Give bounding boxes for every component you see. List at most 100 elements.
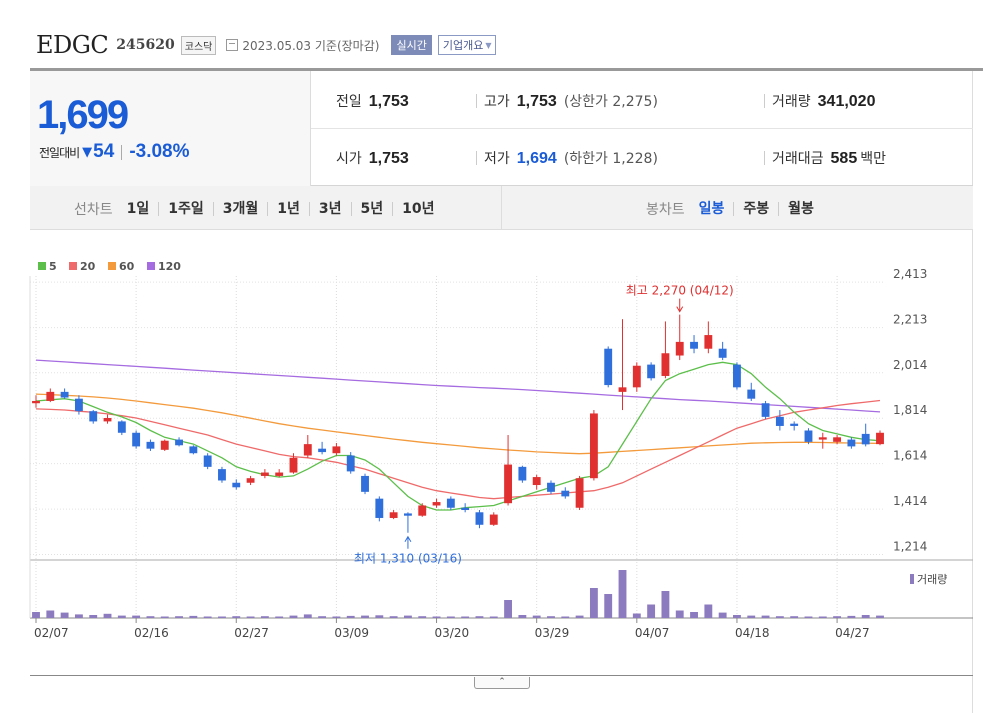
volume-bar <box>647 604 656 618</box>
line-chart-periods: 선차트 1일 1주일 3개월 1년 3년 5년 10년 <box>74 199 444 219</box>
candle-body <box>160 440 169 450</box>
legend-swatch <box>38 262 46 270</box>
candle-chart-label: 봉차트 <box>646 202 685 218</box>
change-separator <box>121 144 123 160</box>
period-1d[interactable]: 1일 <box>126 201 150 217</box>
price-chart[interactable]: 1,214 1,414 1,614 1,814 2,014 2,213 2,413 5 20 60… <box>0 240 983 675</box>
chevron-up-icon: ⌃ <box>498 677 506 687</box>
candle-body <box>303 444 312 456</box>
period-daily[interactable]: 일봉 <box>698 201 725 217</box>
ma5-line <box>35 361 881 511</box>
x-tick-label: 02/16 <box>134 626 169 640</box>
ma20-line <box>35 399 881 500</box>
candle-body <box>833 437 842 442</box>
lower-limit-text: (하한가 1,228) <box>563 151 658 167</box>
volume-bar <box>189 615 198 618</box>
date-info: 2023.05.03 기준(장마감) <box>226 37 379 54</box>
high-annotation: 최고 2,270 (04/12) <box>626 284 734 298</box>
candle-body <box>74 398 83 412</box>
volume-bar <box>833 616 842 618</box>
y-tick-label: 1,614 <box>893 449 927 463</box>
amount-cell: 거래대금 585 백만 <box>772 148 886 168</box>
candle-body <box>747 389 756 399</box>
period-1w[interactable]: 1주일 <box>158 202 213 216</box>
period-10y[interactable]: 10년 <box>392 202 443 216</box>
separator <box>476 94 477 108</box>
realtime-button[interactable]: 실시간 <box>391 35 432 55</box>
candle-body <box>804 430 813 442</box>
legend-swatch <box>69 262 77 270</box>
high-cell: 고가 1,753 (상한가 2,275) <box>484 91 658 111</box>
open-value: 1,753 <box>368 150 409 167</box>
volume-bar <box>761 615 770 618</box>
amount-label: 거래대금 <box>772 151 824 167</box>
volume-legend-label: 거래량 <box>917 573 947 586</box>
volume-bar <box>403 615 412 618</box>
volume-bar <box>618 570 627 618</box>
candle-body <box>117 421 126 433</box>
x-tick-label: 03/29 <box>535 626 570 640</box>
candle-body <box>718 348 727 358</box>
chart-bottom-border <box>30 675 973 676</box>
stock-header: EDGC 245620 코스닥 2023.05.03 기준(장마감) 실시간 기… <box>36 30 497 60</box>
chevron-down-icon: ▼ <box>485 40 492 50</box>
y-tick-label: 1,414 <box>893 494 927 508</box>
x-tick-label: 02/07 <box>34 626 69 640</box>
volume-bar <box>604 594 613 618</box>
volume-bar <box>103 613 112 618</box>
market-badge: 코스닥 <box>180 35 217 55</box>
candle-body <box>704 335 713 349</box>
volume-bar <box>418 616 427 618</box>
period-divider <box>501 186 502 230</box>
candle-body <box>861 433 870 445</box>
change-percent: -3.08% <box>129 141 190 162</box>
candle-body <box>60 391 69 398</box>
candle-body <box>632 365 641 388</box>
candle-body <box>690 341 698 349</box>
candle-body <box>618 387 627 392</box>
low-label: 저가 <box>484 151 510 167</box>
candle-body <box>733 364 741 388</box>
candle-body <box>575 478 584 508</box>
candle-body <box>389 512 398 518</box>
candle-body <box>561 490 570 497</box>
candle-body <box>532 477 541 486</box>
candle-body <box>418 505 427 516</box>
candle-chart-periods: 봉차트 일봉 주봉 월봉 <box>646 199 823 219</box>
volume-bar <box>461 616 470 618</box>
volume-bar <box>446 616 455 618</box>
period-weekly[interactable]: 주봉 <box>733 202 778 216</box>
company-info-dropdown[interactable]: 기업개요 ▼ <box>437 35 497 55</box>
volume-bar <box>346 615 355 618</box>
volume-bar <box>847 615 856 618</box>
candle-body <box>475 512 484 525</box>
volume-bar <box>747 615 756 618</box>
volume-cell: 거래량 341,020 <box>772 91 875 111</box>
low-arrow-head <box>404 535 412 542</box>
volume-bar <box>661 591 670 618</box>
volume-bar <box>203 616 212 618</box>
x-tick-label: 03/20 <box>435 626 470 640</box>
period-3y[interactable]: 3년 <box>308 202 351 216</box>
volume-bar <box>532 615 541 618</box>
period-3m[interactable]: 3개월 <box>212 202 268 216</box>
candle-body <box>876 432 884 445</box>
expand-button[interactable]: ⌃ <box>474 677 530 689</box>
volume-legend-swatch <box>910 574 914 584</box>
open-label: 시가 <box>336 151 362 167</box>
open-cell: 시가 1,753 <box>336 148 409 168</box>
candle-body <box>318 448 327 453</box>
period-5y[interactable]: 5년 <box>350 202 393 216</box>
legend-label: 120 <box>158 260 181 273</box>
volume-bar <box>675 610 684 618</box>
candle-body <box>32 400 40 404</box>
period-1y[interactable]: 1년 <box>267 202 309 216</box>
candle-body <box>146 441 155 449</box>
volume-bar <box>575 615 584 618</box>
x-tick-label: 04/18 <box>735 626 770 640</box>
separator <box>764 94 765 108</box>
candle-body <box>647 364 656 379</box>
candle-body <box>260 472 269 476</box>
candle-body <box>246 478 255 483</box>
period-monthly[interactable]: 월봉 <box>778 202 823 216</box>
